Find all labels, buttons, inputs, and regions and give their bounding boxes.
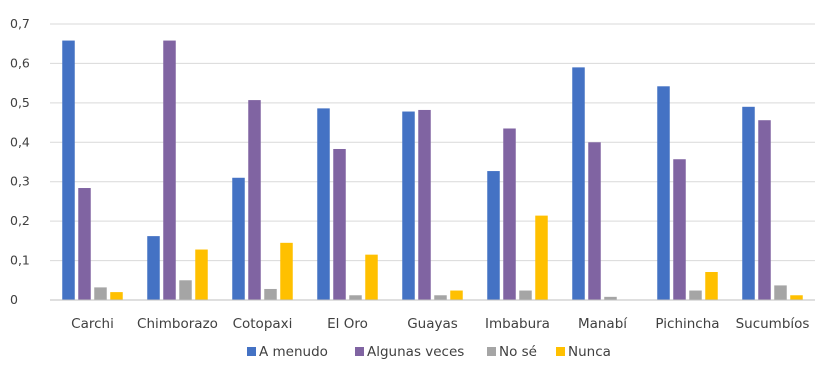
x-category-label: Pichincha: [655, 316, 719, 332]
bar-sucumbíos-0: [742, 106, 755, 300]
bar-imbabura-0: [487, 171, 500, 300]
bar-cotopaxi-0: [232, 177, 245, 300]
bar-carchi-1: [78, 188, 91, 300]
bar-cotopaxi-2: [264, 288, 277, 300]
legend-swatch: [556, 347, 565, 356]
y-axis: 0 0,1 0,2 0,3 0,4 0,5 0,6 0,7: [10, 16, 30, 307]
x-category-label: Cotopaxi: [233, 316, 293, 332]
bar-chimborazo-3: [195, 249, 208, 300]
x-category-label: Chimborazo: [137, 316, 218, 332]
bar-pichincha-0: [657, 86, 670, 300]
bar-manabí-1: [588, 142, 601, 300]
bar-pichincha-2: [689, 290, 702, 300]
x-category-label: Manabí: [578, 316, 628, 332]
bar-guayas-2: [434, 295, 447, 300]
y-tick-label: 0,1: [10, 253, 30, 268]
y-tick-label: 0,4: [10, 134, 30, 149]
bar-el-oro-2: [349, 295, 362, 300]
legend: A menudo Algunas veces No sé Nunca: [247, 344, 611, 360]
bar-chimborazo-1: [163, 40, 176, 301]
bar-pichincha-3: [705, 272, 718, 300]
bar-imbabura-1: [503, 128, 516, 300]
legend-label: A menudo: [259, 344, 328, 360]
bar-sucumbíos-3: [790, 295, 803, 300]
legend-item: Algunas veces: [355, 344, 464, 360]
gridlines: [50, 23, 815, 262]
x-category-label: Guayas: [407, 316, 458, 332]
bar-cotopaxi-1: [248, 100, 261, 301]
legend-item: A menudo: [247, 344, 328, 360]
bars: [62, 40, 803, 301]
legend-item: Nunca: [556, 344, 611, 360]
legend-swatch: [247, 347, 256, 356]
bar-sucumbíos-1: [758, 120, 771, 300]
x-category-label: Imbabura: [485, 316, 550, 332]
bar-pichincha-1: [673, 159, 686, 300]
y-tick-label: 0,6: [10, 55, 30, 70]
bar-chimborazo-0: [147, 236, 160, 300]
bar-chimborazo-2: [179, 280, 192, 300]
y-tick-label: 0,5: [10, 95, 30, 110]
x-category-label: Carchi: [71, 316, 114, 332]
legend-swatch: [487, 347, 496, 356]
bar-el-oro-3: [365, 254, 378, 300]
x-axis: Carchi Chimborazo Cotopaxi El Oro Guayas Imba…: [50, 299, 815, 332]
legend-item: No sé: [487, 344, 537, 360]
x-category-label: El Oro: [327, 316, 368, 332]
bar-carchi-0: [62, 40, 75, 301]
bar-imbabura-3: [535, 215, 548, 300]
bar-guayas-0: [402, 111, 415, 300]
bar-sucumbíos-2: [774, 285, 787, 300]
bar-manabí-0: [572, 67, 585, 300]
legend-label: Algunas veces: [367, 344, 464, 360]
y-tick-label: 0,7: [10, 16, 30, 31]
bar-carchi-3: [110, 292, 123, 300]
y-tick-label: 0,3: [10, 174, 30, 189]
bar-manabí-2: [604, 296, 617, 300]
bar-guayas-1: [418, 109, 431, 300]
bar-el-oro-0: [317, 108, 330, 301]
y-tick-label: 0: [10, 292, 18, 307]
legend-label: No sé: [499, 344, 537, 360]
bar-el-oro-1: [333, 148, 346, 300]
bar-cotopaxi-3: [280, 242, 293, 300]
x-category-label: Sucumbíos: [736, 316, 810, 332]
bar-guayas-3: [450, 290, 463, 300]
bar-carchi-2: [94, 287, 107, 300]
bar-imbabura-2: [519, 290, 532, 300]
legend-swatch: [355, 347, 364, 356]
legend-label: Nunca: [568, 344, 611, 360]
y-tick-label: 0,2: [10, 213, 30, 228]
